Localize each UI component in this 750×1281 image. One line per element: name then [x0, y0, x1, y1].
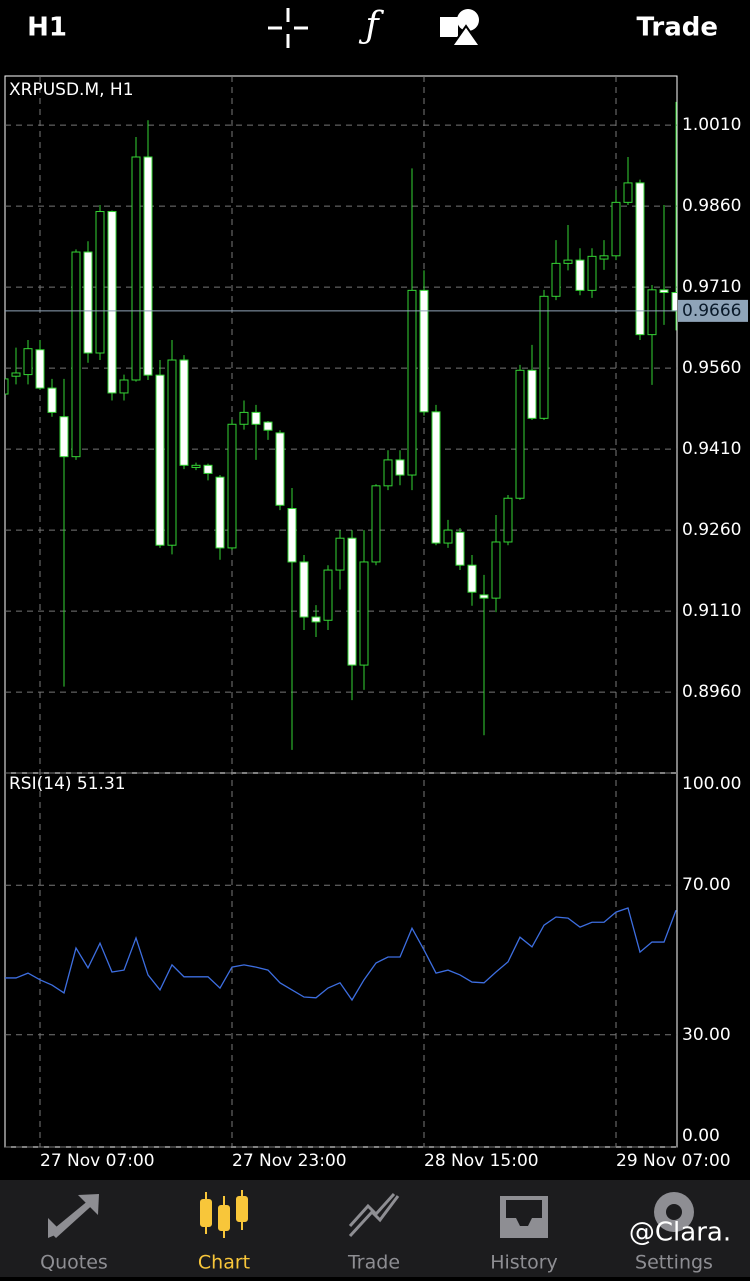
tab-label[interactable]: Chart — [198, 1252, 250, 1274]
quotes-icon[interactable] — [48, 1194, 99, 1238]
candle-body — [227, 423, 237, 549]
candle-body — [191, 464, 201, 468]
candle-body — [167, 359, 177, 546]
objects-icon[interactable] — [440, 9, 482, 47]
candle-body — [611, 201, 621, 257]
crosshair-icon[interactable] — [268, 8, 308, 48]
y-tick-label: 0.9860 — [682, 196, 741, 216]
candle-body — [635, 182, 645, 336]
trade-button[interactable]: Trade — [637, 13, 719, 43]
candle-body — [323, 569, 333, 621]
trade-icon[interactable] — [348, 1192, 400, 1238]
candle-body — [647, 289, 657, 336]
y-tick-label: 0.00 — [682, 1126, 720, 1146]
y-tick-label: 100.00 — [682, 774, 741, 794]
candle-body — [383, 459, 393, 487]
candle-body — [203, 464, 213, 474]
candle-body — [311, 616, 321, 623]
y-tick-label: 0.9410 — [682, 439, 741, 459]
candle-body — [575, 259, 585, 291]
y-tick-label: 70.00 — [682, 875, 731, 895]
tab-label[interactable]: Settings — [635, 1252, 713, 1274]
y-tick-label: 0.9560 — [682, 358, 741, 378]
current-price-label: 0.9666 — [682, 301, 741, 321]
x-tick-label: 29 Nov 07:00 — [616, 1151, 731, 1171]
candle-body — [419, 289, 429, 413]
rsi-title: RSI(14) 51.31 — [9, 774, 126, 794]
candle-body — [131, 156, 141, 381]
y-tick-label: 1.0010 — [682, 115, 741, 135]
history-icon[interactable] — [500, 1196, 548, 1238]
candle-body — [23, 348, 33, 376]
y-tick-label: 0.9260 — [682, 520, 741, 540]
x-tick-label: 27 Nov 23:00 — [232, 1151, 347, 1171]
x-tick-label: 28 Nov 15:00 — [424, 1151, 539, 1171]
candle-body — [431, 411, 441, 544]
candle-body — [539, 295, 549, 419]
candle-body — [179, 359, 189, 466]
current-price-box — [678, 299, 748, 322]
candle-body — [71, 251, 81, 458]
watermark: @Clara. — [629, 1218, 731, 1248]
candle-body — [107, 211, 117, 394]
candle-body — [359, 561, 369, 666]
candle-body — [35, 349, 45, 389]
candle-body — [587, 255, 597, 291]
candle-body — [491, 541, 501, 599]
x-tick-label: 27 Nov 07:00 — [40, 1151, 155, 1171]
candle-body — [347, 537, 357, 666]
candle-body — [287, 508, 297, 563]
candle-body — [479, 594, 489, 599]
candle-body — [395, 459, 405, 476]
timeframe[interactable]: H1 — [27, 13, 67, 43]
candle-body — [5, 378, 9, 395]
y-tick-label: 30.00 — [682, 1025, 731, 1045]
candle-body — [563, 259, 573, 264]
candle-body — [623, 182, 633, 203]
tab-label[interactable]: History — [490, 1252, 558, 1274]
candle-body — [407, 289, 417, 476]
candle-body — [443, 529, 453, 544]
candle-body — [47, 387, 57, 413]
chart-icon[interactable] — [200, 1190, 248, 1238]
candle-body — [335, 537, 345, 571]
rsi-line — [5, 907, 677, 1002]
candle-body — [659, 289, 669, 294]
candle-body — [83, 251, 93, 354]
candle-body — [155, 374, 165, 546]
candle-body — [467, 564, 477, 593]
candle-body — [275, 432, 285, 506]
candle-body — [263, 421, 273, 431]
y-tick-label: 0.8960 — [682, 682, 741, 702]
candle-body — [143, 156, 153, 376]
candle-body — [95, 211, 105, 354]
candle-body — [251, 411, 261, 425]
settings-icon[interactable] — [654, 1192, 694, 1232]
candle-body — [371, 485, 381, 563]
candle-body — [239, 411, 249, 425]
tab-label[interactable]: Trade — [347, 1252, 400, 1274]
tab-bar — [0, 1180, 750, 1277]
y-tick-label: 0.9110 — [682, 601, 741, 621]
candle-body — [299, 561, 309, 618]
candle-body — [59, 416, 69, 458]
candle-body — [119, 379, 129, 394]
candle-body — [599, 255, 609, 260]
candle-body — [215, 476, 225, 549]
tab-label[interactable]: Quotes — [40, 1252, 108, 1274]
candle-body — [527, 369, 537, 419]
y-tick-label: 0.9710 — [682, 277, 741, 297]
candle-body — [455, 531, 465, 566]
chart-title: XRPUSD.M, H1 — [9, 80, 134, 100]
candle-body — [515, 369, 525, 499]
candle-body — [551, 262, 561, 297]
candle-body — [503, 497, 513, 543]
candle-body — [11, 372, 21, 377]
